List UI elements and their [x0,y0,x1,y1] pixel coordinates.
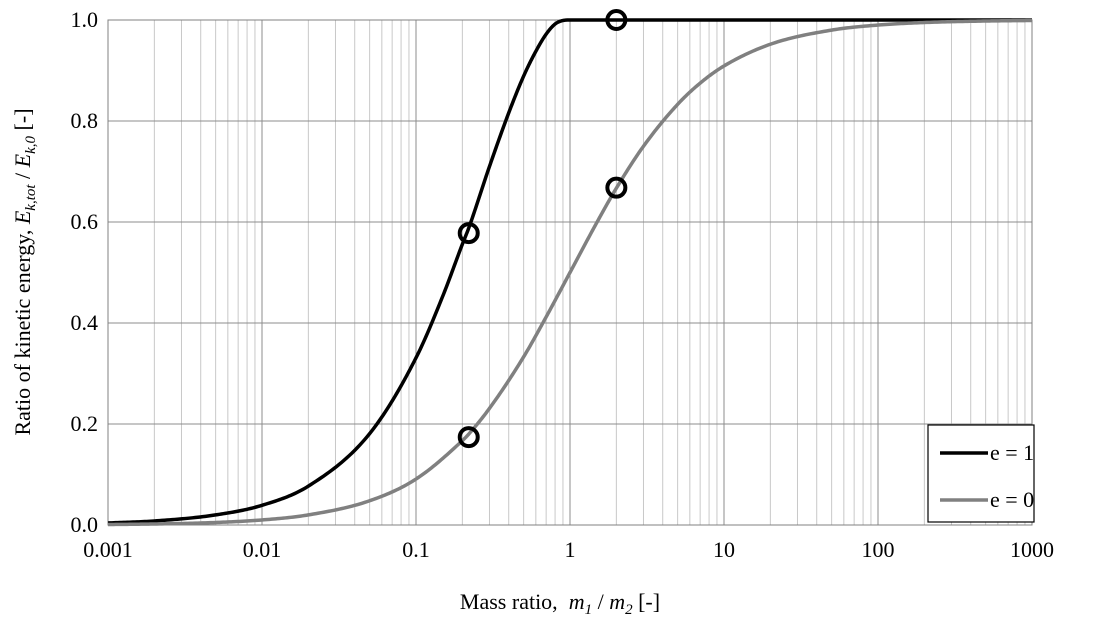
y-tick-label: 0.6 [71,209,99,234]
x-tick-label: 0.01 [243,537,282,562]
series-line-e0 [107,18,1033,527]
y-tick-label: 0.4 [71,310,99,335]
series-lines [107,18,1033,527]
y-tick-label: 1.0 [71,7,99,32]
y-axis-title: Ratio of kinetic energy, Ek,tot / Ek,0 [… [10,108,39,435]
legend-box [927,424,1035,523]
y-tick-label: 0.0 [71,512,99,537]
series-line-e1 [107,18,1032,525]
legend-label-e1: e = 1 [990,440,1034,465]
x-tick-label: 10 [713,537,735,562]
circle-marker [457,222,480,245]
x-axis-title: Mass ratio, m1 / m2 [-] [460,589,660,618]
legend-label-e0: e = 0 [990,487,1034,512]
x-tick-label: 0.1 [402,537,430,562]
minor-gridlines [153,20,1026,525]
circle-marker [605,176,628,199]
circle-marker [457,426,480,449]
y-tick-label: 0.2 [71,411,99,436]
x-tick-label: 100 [862,537,895,562]
x-tick-label: 0.001 [83,537,133,562]
x-tick-label: 1 [565,537,576,562]
legend: e = 1 e = 0 [927,424,1035,523]
y-tick-labels: 0.0 0.2 0.4 0.6 0.8 1.0 [71,7,99,537]
x-tick-label: 1000 [1010,537,1054,562]
x-tick-labels: 0.001 0.01 0.1 1 10 100 1000 [83,537,1054,562]
y-tick-label: 0.8 [71,108,99,133]
circle-marker [605,9,628,31]
circle-markers [457,9,628,449]
